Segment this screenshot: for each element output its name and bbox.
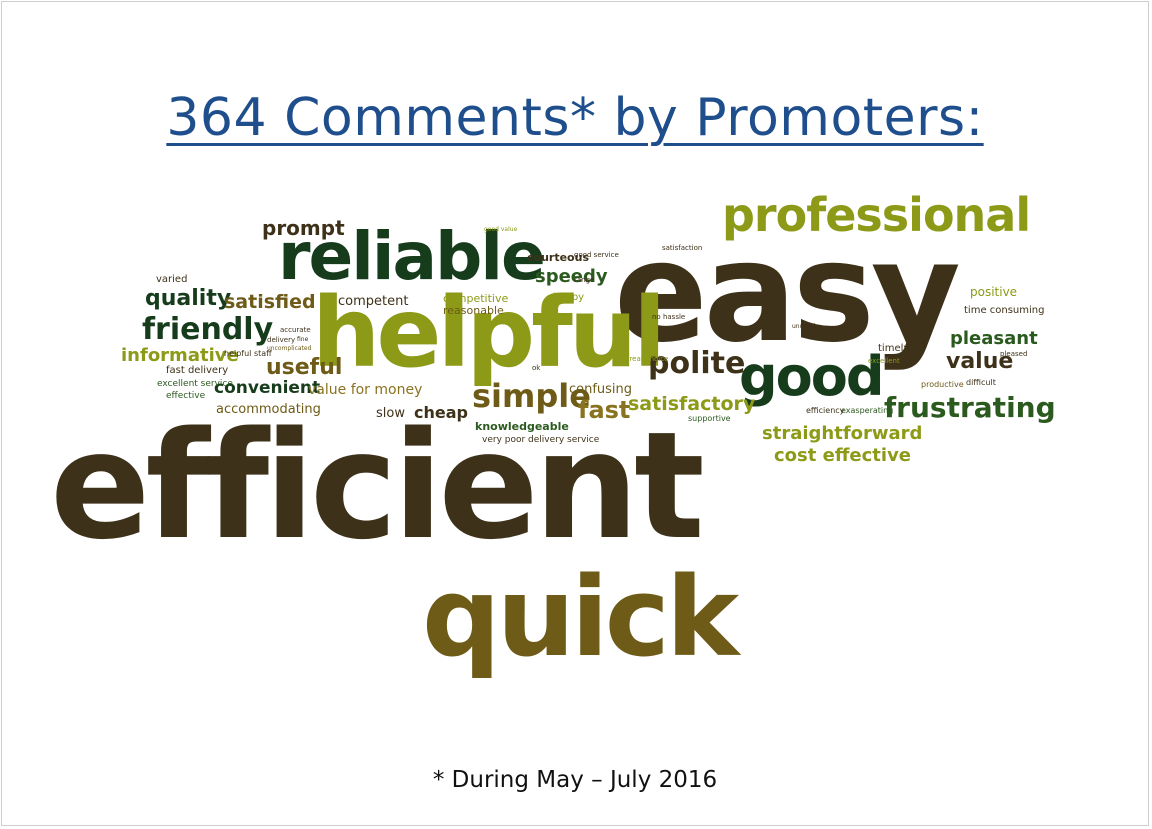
word-fine: fine bbox=[297, 336, 309, 343]
word-simple: simple bbox=[472, 377, 591, 415]
word-satisfaction: satisfaction bbox=[662, 244, 703, 252]
word-positive: positive bbox=[970, 285, 1018, 299]
word-varied: varied bbox=[156, 274, 188, 285]
word-timely: timely bbox=[878, 343, 910, 354]
word-helpful-staff: helpful staff bbox=[224, 349, 272, 358]
word-polite: polite bbox=[648, 346, 746, 381]
word-value: value bbox=[946, 349, 1014, 374]
word-courteous: courteous bbox=[527, 251, 589, 264]
word-value-for-money: value for money bbox=[308, 382, 423, 398]
word-accommodating: accommodating bbox=[216, 402, 321, 417]
footnote: * During May – July 2016 bbox=[432, 767, 718, 793]
word-supportive: supportive bbox=[688, 414, 731, 423]
word-great-choice: great choice bbox=[625, 355, 669, 363]
word-satisfactory: satisfactory bbox=[628, 393, 756, 415]
word-range: range bbox=[574, 276, 595, 284]
word-quality: quality bbox=[145, 286, 232, 311]
word-excellent: excellent bbox=[868, 357, 900, 365]
word-confusing: confusing bbox=[569, 382, 633, 397]
word-pleasant: pleasant bbox=[950, 328, 1038, 349]
word-effective: effective bbox=[166, 391, 206, 401]
word-friendly: friendly bbox=[142, 312, 274, 347]
word-very-poor-delivery-service: very poor delivery service bbox=[482, 435, 600, 445]
word-fast-delivery: fast delivery bbox=[166, 365, 229, 376]
word-professional: professional bbox=[722, 188, 1031, 242]
word-good: good bbox=[739, 345, 885, 408]
word-straightforward: straightforward bbox=[762, 423, 923, 444]
word-helpful: helpful bbox=[312, 277, 666, 389]
word-speedy: speedy bbox=[535, 266, 608, 287]
word-happy: happy bbox=[553, 292, 585, 303]
word-fast: fast bbox=[578, 396, 631, 424]
word-difficult: difficult bbox=[966, 378, 996, 387]
word-time-consuming: time consuming bbox=[964, 305, 1045, 316]
word-knowledgeable: knowledgeable bbox=[475, 420, 569, 433]
word-useful: useful bbox=[266, 355, 343, 380]
word-unusual: unusual bbox=[792, 323, 816, 330]
word-accurate: accurate bbox=[280, 326, 311, 334]
word-competent: competent bbox=[338, 294, 409, 309]
word-good-value: good value bbox=[484, 226, 518, 233]
word-exasperating: exasperating bbox=[841, 406, 894, 415]
word-competitive: competitive bbox=[443, 292, 509, 305]
word-cheap: cheap bbox=[414, 403, 468, 422]
word-pleased: pleased bbox=[1000, 350, 1028, 358]
slide-title-text: 364 Comments* by Promoters: bbox=[166, 88, 984, 148]
word-efficiency: efficiency bbox=[806, 406, 845, 415]
word-slow: slow bbox=[376, 406, 405, 421]
word-productive: productive bbox=[921, 380, 964, 389]
word-satisfied: satisfied bbox=[224, 291, 316, 313]
slide-title: 364 Comments* by Promoters: bbox=[2, 88, 1148, 148]
word-informative: informative bbox=[121, 345, 239, 366]
word-frustrating: frustrating bbox=[884, 391, 1056, 424]
word-uncomplicated: uncomplicated bbox=[267, 345, 312, 352]
word-cost-effective: cost effective bbox=[774, 445, 912, 466]
word-convenient: convenient bbox=[214, 378, 321, 398]
word-efficient: efficient bbox=[50, 400, 705, 572]
word-quick: quick bbox=[422, 553, 739, 681]
word-reliable: reliable bbox=[278, 218, 546, 295]
word-good-service: good service bbox=[574, 251, 619, 259]
word-delivery: delivery bbox=[267, 336, 296, 344]
word-easy: easy bbox=[614, 212, 961, 373]
word-prompt: prompt bbox=[262, 216, 345, 240]
word-reasonable: reasonable bbox=[443, 304, 504, 317]
word-excellent-service: excellent service bbox=[157, 379, 233, 389]
word-ok: ok bbox=[532, 364, 541, 372]
word-no-hassle: no hassle bbox=[652, 313, 686, 321]
